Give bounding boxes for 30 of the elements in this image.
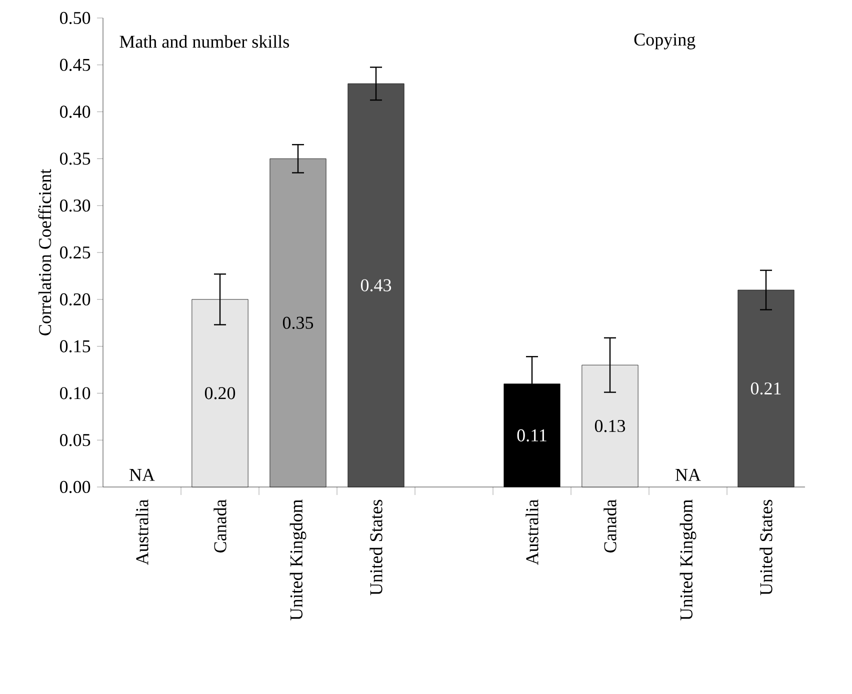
- y-tick-label: 0.10: [60, 387, 90, 400]
- x-tick-label: Australia: [526, 499, 538, 566]
- y-tick-label: 0.50: [60, 12, 90, 24]
- x-tick-label: United Kingdom: [680, 499, 696, 620]
- y-tick-label: 0.15: [60, 340, 90, 352]
- data-label: 0.11: [517, 429, 546, 442]
- data-label: 0.21: [750, 382, 781, 395]
- y-tick-label: 0.05: [60, 434, 90, 446]
- x-tick-label: Australia: [136, 499, 148, 566]
- data-label: 0.35: [282, 316, 314, 329]
- y-tick-label: 0.25: [60, 246, 90, 259]
- x-tick-label: Canada: [214, 499, 226, 552]
- y-tick-label: 0.30: [60, 199, 90, 212]
- x-tick-label: United States: [760, 500, 772, 596]
- data-label: 0.13: [594, 420, 626, 432]
- text: NA: [676, 468, 701, 481]
- annotation: Copying: [634, 34, 696, 50]
- y-tick-label: 0.45: [60, 58, 90, 72]
- y-tick-label: 0.40: [60, 106, 90, 118]
- x-tick-label: United States: [370, 500, 382, 596]
- y-tick-label: 0.20: [60, 293, 90, 306]
- annotation: Math and number skills: [120, 35, 290, 48]
- text: NA: [130, 468, 155, 481]
- y-tick-label: 0.00: [60, 480, 90, 494]
- y-tick-label: 0.35: [60, 152, 90, 165]
- y-axis-title: Correlation Coefficient: [38, 169, 52, 336]
- data-label: 0.20: [204, 387, 236, 400]
- x-tick-label: Canada: [604, 499, 616, 552]
- data-label: 0.43: [360, 279, 392, 292]
- x-tick-label: United Kingdom: [290, 499, 306, 620]
